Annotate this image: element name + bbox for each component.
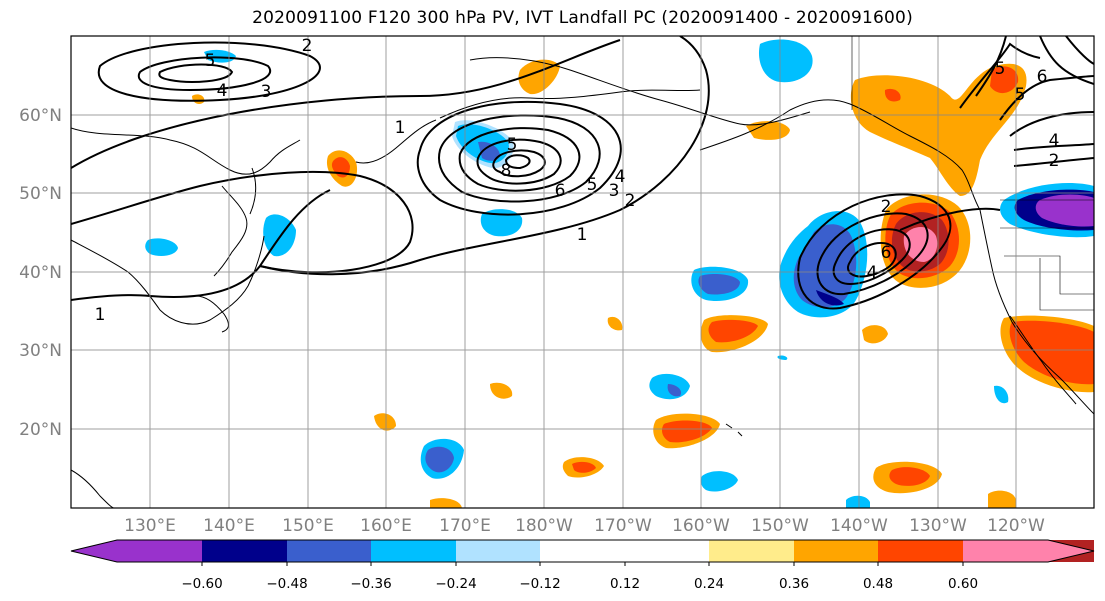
lon-label: 140°W xyxy=(830,516,888,536)
colorbar-tick-label: −0.24 xyxy=(435,576,476,592)
colorbar-tick-label: 0.60 xyxy=(948,576,978,592)
colorbar-tick-label: 0.12 xyxy=(610,576,640,592)
contour-label: 2 xyxy=(302,36,313,56)
colorbar-tick-label: −0.12 xyxy=(519,576,560,592)
contour-label: 1 xyxy=(95,305,106,325)
contour-label: 3 xyxy=(609,181,620,201)
lat-label: 50°N xyxy=(19,184,62,204)
contour-label: 1 xyxy=(577,225,588,245)
contour-label: 5 xyxy=(587,175,598,195)
lon-label: 130°W xyxy=(909,516,967,536)
coastlines xyxy=(71,57,1094,508)
map-title: 2020091100 F120 300 hPa PV, IVT Landfall… xyxy=(252,8,913,28)
contour-label: 6 xyxy=(1037,67,1048,87)
colorbar-tick-label: 0.24 xyxy=(694,576,724,592)
lon-label: 160°W xyxy=(672,516,730,536)
contour-label: 2 xyxy=(625,191,636,211)
longitude-labels: 130°E 140°E 150°E 160°E 170°E 180°W 170°… xyxy=(124,516,1045,536)
colorbar-segment xyxy=(371,540,456,562)
lat-label: 30°N xyxy=(19,341,62,361)
lat-label: 20°N xyxy=(19,420,62,440)
contour-label: 2 xyxy=(881,197,892,217)
contour-label: 6 xyxy=(881,243,892,263)
contour-label: 8 xyxy=(501,161,512,181)
colorbar-tick-label: −0.60 xyxy=(181,576,222,592)
colorbar-segment xyxy=(878,540,963,562)
contour-label: 2 xyxy=(1049,151,1060,171)
contour-label: 5 xyxy=(205,51,216,71)
colorbar-ticks: −0.60 −0.48 −0.36 −0.24 −0.12 0.12 0.24 … xyxy=(181,576,978,592)
lon-label: 160°E xyxy=(360,516,412,536)
map-frame xyxy=(70,35,1095,509)
colorbar-segment xyxy=(456,540,540,562)
contour-label: 4 xyxy=(615,167,626,187)
colorbar-segment xyxy=(540,540,625,562)
lon-label: 150°E xyxy=(282,516,334,536)
contour-labels: 2 5 4 3 5 8 6 5 4 3 2 1 1 2 4 6 5 6 5 4 … xyxy=(95,36,1060,325)
colorbar-segment xyxy=(202,540,287,562)
contour-label: 1 xyxy=(395,118,406,138)
contour-label: 4 xyxy=(867,263,878,283)
lon-label: 170°W xyxy=(594,516,652,536)
colorbar-outline xyxy=(70,539,1095,563)
contour-label: 5 xyxy=(507,135,518,155)
colorbar-segment xyxy=(71,540,202,562)
graticule xyxy=(71,36,1094,508)
colorbar-segment xyxy=(709,540,794,562)
lon-label: 120°W xyxy=(987,516,1045,536)
contour-label: 3 xyxy=(261,82,272,102)
contour-label: 5 xyxy=(1015,85,1026,105)
colorbar-tick-label: 0.36 xyxy=(779,576,809,592)
colorbar-segment xyxy=(625,540,709,562)
contour-label: 5 xyxy=(995,59,1006,79)
lat-label: 60°N xyxy=(19,106,62,126)
lon-label: 180°W xyxy=(515,516,573,536)
pv-contours xyxy=(71,36,1094,310)
latitude-labels: 60°N 50°N 40°N 30°N 20°N xyxy=(19,106,62,440)
lon-label: 130°E xyxy=(124,516,176,536)
contour-label: 4 xyxy=(217,81,228,101)
colorbar xyxy=(70,539,1095,566)
lat-label: 40°N xyxy=(19,263,62,283)
contour-label: 4 xyxy=(1049,131,1060,151)
colorbar-tick-label: 0.48 xyxy=(863,576,893,592)
lon-label: 150°W xyxy=(751,516,809,536)
colorbar-segment xyxy=(287,540,371,562)
colorbar-tick-label: −0.36 xyxy=(350,576,391,592)
colorbar-segment xyxy=(963,540,1094,562)
colorbar-tick-label: −0.48 xyxy=(266,576,307,592)
lon-label: 170°E xyxy=(439,516,491,536)
lon-label: 140°E xyxy=(203,516,255,536)
colorbar-segment xyxy=(794,540,878,562)
contour-label: 6 xyxy=(555,181,566,201)
